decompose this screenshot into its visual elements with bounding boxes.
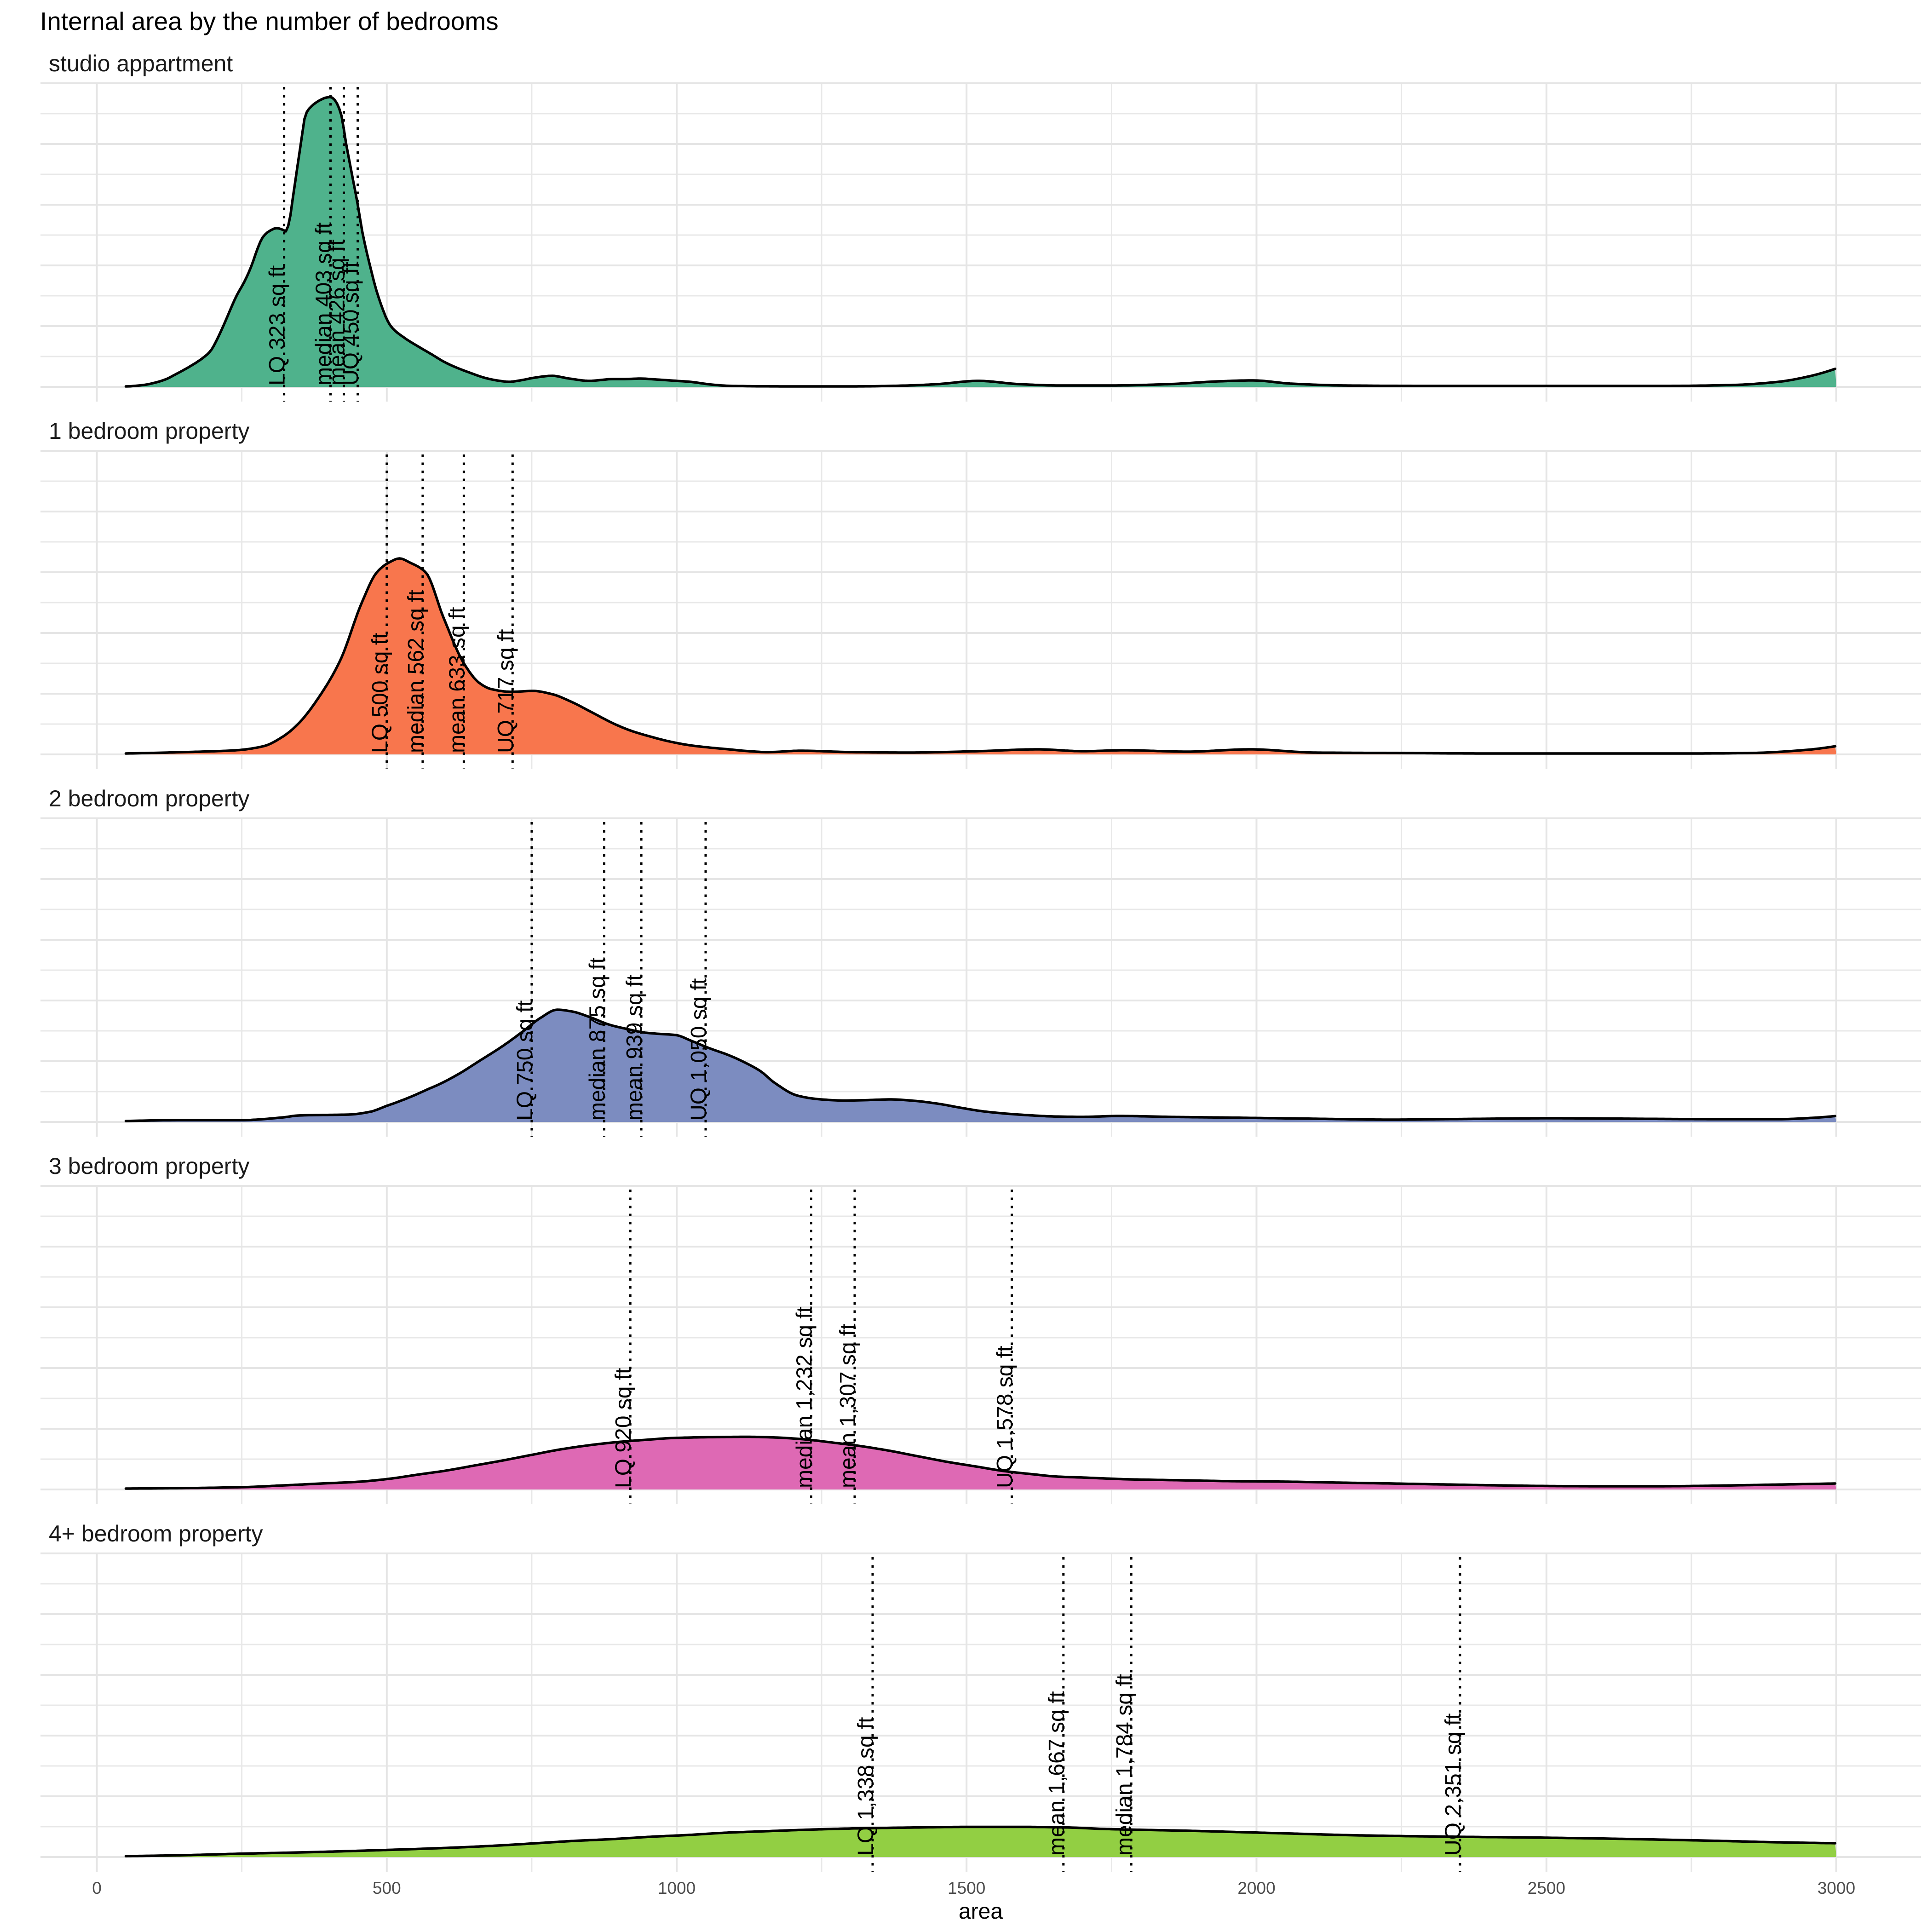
svg-text:2 bedroom property: 2 bedroom property	[49, 786, 249, 811]
svg-text:UQ 2,351 sq ft: UQ 2,351 sq ft	[1441, 1714, 1466, 1856]
svg-text:median 562 sq ft: median 562 sq ft	[404, 590, 428, 753]
svg-text:median 403 sq ft: median 403 sq ft	[312, 222, 336, 385]
svg-text:UQ 717 sq ft: UQ 717 sq ft	[494, 629, 518, 753]
svg-text:mean 939 sq ft: mean 939 sq ft	[622, 974, 647, 1121]
svg-text:2000: 2000	[1237, 1879, 1275, 1898]
svg-text:mean 1,667 sq ft: mean 1,667 sq ft	[1045, 1691, 1069, 1856]
svg-text:LQ 323 sq ft: LQ 323 sq ft	[265, 265, 290, 386]
svg-text:3000: 3000	[1817, 1879, 1855, 1898]
svg-text:median 1,784 sq ft: median 1,784 sq ft	[1112, 1674, 1137, 1856]
svg-text:UQ 1,050 sq ft: UQ 1,050 sq ft	[687, 978, 711, 1121]
svg-text:UQ 1,578 sq ft: UQ 1,578 sq ft	[993, 1346, 1018, 1489]
svg-text:1 bedroom property: 1 bedroom property	[49, 418, 249, 444]
svg-text:studio appartment: studio appartment	[49, 51, 233, 76]
svg-text:mean 1,307 sq ft: mean 1,307 sq ft	[836, 1323, 860, 1488]
svg-text:LQ 750 sq ft: LQ 750 sq ft	[513, 1000, 537, 1121]
svg-text:median 1,232 sq ft: median 1,232 sq ft	[792, 1306, 816, 1488]
svg-text:Internal area by the number of: Internal area by the number of bedrooms	[40, 7, 499, 35]
svg-text:median 875 sq ft: median 875 sq ft	[585, 957, 610, 1121]
svg-text:500: 500	[373, 1879, 401, 1898]
svg-text:UQ 450 sq ft: UQ 450 sq ft	[339, 262, 363, 385]
svg-text:1000: 1000	[658, 1879, 696, 1898]
svg-text:mean 426 sq ft: mean 426 sq ft	[325, 239, 350, 385]
svg-text:mean 633 sq ft: mean 633 sq ft	[445, 607, 469, 753]
svg-text:0: 0	[92, 1879, 102, 1898]
svg-text:3 bedroom property: 3 bedroom property	[49, 1153, 249, 1179]
svg-text:LQ 1,338 sq ft: LQ 1,338 sq ft	[854, 1717, 878, 1856]
svg-text:area: area	[959, 1899, 1003, 1924]
svg-text:LQ 500 sq ft: LQ 500 sq ft	[368, 633, 392, 753]
svg-text:1500: 1500	[948, 1879, 985, 1898]
svg-text:2500: 2500	[1528, 1879, 1565, 1898]
svg-text:4+ bedroom property: 4+ bedroom property	[49, 1521, 263, 1547]
svg-text:LQ 920 sq ft: LQ 920 sq ft	[611, 1368, 636, 1489]
